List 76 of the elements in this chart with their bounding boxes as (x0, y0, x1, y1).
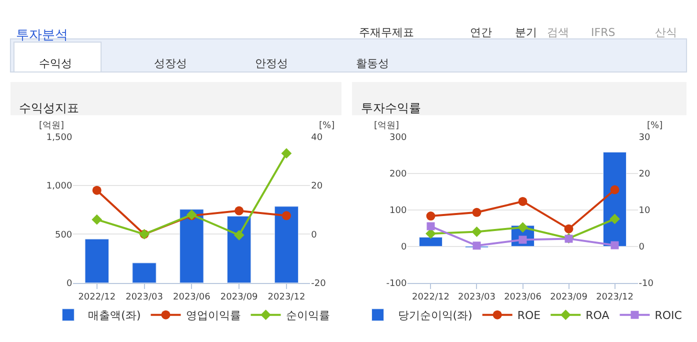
y-tick-label: 0 (401, 242, 408, 253)
y2-axis-title: [%] (319, 121, 335, 131)
text: 활동성 (356, 57, 389, 70)
point (518, 222, 528, 233)
bar (84, 238, 109, 283)
point (234, 206, 244, 216)
x-tick-label: 2023/03 (126, 292, 163, 303)
x-tick-label: 2023/12 (596, 292, 634, 303)
point (610, 185, 620, 194)
point (518, 196, 528, 206)
point (92, 214, 102, 225)
y-tick-label: -100 (386, 279, 408, 290)
y2-tick-label: 0 (638, 242, 645, 253)
bar (132, 262, 156, 283)
legend-label: ROIC (654, 309, 682, 322)
point (610, 214, 620, 224)
y-tick-label: 300 (390, 132, 408, 143)
legend-label: ROA (586, 309, 610, 322)
text: 연간 (470, 26, 492, 39)
x-tick-label: 2023/12 (268, 292, 306, 303)
bar (274, 206, 299, 283)
point (426, 222, 435, 230)
y2-tick-label: 40 (311, 132, 323, 143)
y-tick-label: 0 (66, 279, 72, 290)
x-tick-label: 2023/09 (220, 292, 258, 303)
text: IFRS (591, 26, 616, 39)
legend-label: 당기순이익(좌) (398, 309, 472, 322)
y2-tick-label: 30 (638, 132, 650, 143)
y-tick-label: 1,500 (46, 132, 72, 143)
y-tick-label: 1,000 (46, 182, 72, 192)
chart-title: 투자수익률 (361, 101, 421, 115)
text: 성장성 (154, 57, 187, 70)
y2-tick-label: 20 (311, 182, 323, 192)
chart-title: 수익성지표 (19, 101, 79, 115)
y-axis-title: [억원] (374, 121, 400, 131)
bar (226, 216, 252, 283)
x-tick-label: 2022/12 (78, 292, 116, 303)
legend-label: 매출액(좌) (88, 309, 141, 322)
bar (180, 209, 204, 283)
y-tick-label: 200 (390, 169, 408, 180)
bar (418, 236, 442, 247)
point (472, 242, 481, 250)
point (282, 211, 291, 220)
y2-tick-label: 10 (638, 206, 650, 216)
text: 안정성 (255, 57, 288, 70)
text: 투자분석 (16, 28, 68, 43)
y-tick-label: 100 (390, 206, 408, 216)
x-tick-label: 2022/12 (412, 292, 450, 303)
legend-label: ROE (517, 309, 541, 322)
x-tick-label: 2023/03 (458, 292, 496, 303)
legend-label: 영업이익률 (186, 309, 241, 322)
bar (603, 152, 627, 247)
point (472, 208, 482, 217)
text: 검색 (547, 26, 569, 39)
y-tick-label: 500 (54, 230, 72, 240)
text: 분기 (515, 26, 537, 39)
point (472, 226, 482, 237)
point (610, 241, 619, 250)
y2-axis-title: [%] (647, 121, 663, 131)
y2-tick-label: -10 (638, 279, 654, 290)
y2-tick-label: 20 (638, 169, 650, 180)
text: 수익성 (39, 57, 72, 70)
x-tick-label: 2023/06 (504, 292, 542, 303)
x-tick-label: 2023/06 (172, 292, 211, 303)
point (281, 148, 292, 159)
legend-label: 순이익률 (286, 309, 330, 322)
y2-tick-label: -20 (311, 279, 326, 290)
text: 산식 (655, 26, 677, 39)
point (234, 230, 244, 240)
y2-tick-label: 0 (311, 230, 318, 240)
y-axis-title: [억원] (39, 121, 64, 131)
point (426, 212, 436, 221)
x-tick-label: 2023/09 (550, 292, 588, 303)
point (564, 224, 574, 234)
text: 주재무제표 (359, 26, 414, 39)
point (92, 186, 102, 195)
